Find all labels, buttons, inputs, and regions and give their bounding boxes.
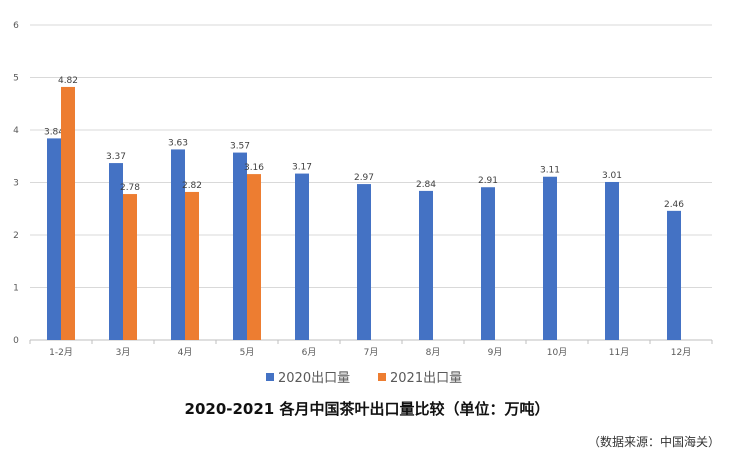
data-label: 3.57 <box>230 142 250 152</box>
bar-2021 <box>123 194 137 340</box>
x-tick-label: 4月 <box>178 347 193 358</box>
legend-swatch <box>266 373 274 381</box>
legend-label: 2021出口量 <box>390 371 462 386</box>
x-tick-label: 8月 <box>426 347 441 358</box>
bar-2020 <box>295 173 309 340</box>
x-tick-label: 6月 <box>302 347 317 358</box>
data-label: 3.11 <box>540 166 560 176</box>
y-tick-label: 0 <box>13 336 19 346</box>
data-label: 3.63 <box>168 138 188 148</box>
y-tick-label: 5 <box>13 74 19 84</box>
data-label: 3.01 <box>602 171 622 181</box>
x-tick-label: 10月 <box>547 347 567 358</box>
bar-2020 <box>357 184 371 340</box>
legend-label: 2020出口量 <box>278 371 350 386</box>
x-tick-label: 12月 <box>671 347 691 358</box>
bar-2020 <box>47 138 61 340</box>
x-tick-label: 1-2月 <box>49 347 73 358</box>
bar-2020 <box>233 152 247 340</box>
y-tick-label: 6 <box>13 21 19 31</box>
x-tick-label: 5月 <box>240 347 255 358</box>
data-label: 2.97 <box>354 173 374 183</box>
bar-2020 <box>667 210 681 340</box>
bar-2020 <box>543 176 557 340</box>
x-tick-label: 9月 <box>488 347 503 358</box>
data-label: 3.17 <box>292 163 312 173</box>
data-label: 3.16 <box>244 163 264 173</box>
y-tick-label: 3 <box>13 179 19 189</box>
data-label: 3.84 <box>44 127 64 137</box>
data-label: 4.82 <box>58 76 78 86</box>
bar-2020 <box>109 163 123 340</box>
x-tick-label: 11月 <box>609 347 629 358</box>
bar-2020 <box>605 181 619 340</box>
data-label: 2.78 <box>120 183 140 193</box>
y-tick-label: 1 <box>13 284 19 294</box>
bar-chart: 0 1 2 3 4 5 6 1-2月 3.84 4.82 3月 3.37 2.78 4月 3.63 2.82 5… <box>13 21 713 386</box>
y-tick-label: 4 <box>13 126 19 136</box>
bar-2020 <box>481 187 495 340</box>
data-label: 2.46 <box>664 200 684 210</box>
y-tick-label: 2 <box>13 231 19 241</box>
bar-2020 <box>171 149 185 340</box>
data-label: 3.37 <box>106 152 126 162</box>
data-label: 2.91 <box>478 176 498 186</box>
bar-2020 <box>419 190 433 340</box>
bar-2021 <box>185 191 199 340</box>
data-label: 2.82 <box>182 181 202 191</box>
data-label: 2.84 <box>416 180 436 190</box>
chart-title: 2020-2021 各月中国茶叶出口量比较（单位：万吨） <box>184 400 550 418</box>
bar-2021 <box>61 86 75 340</box>
legend-swatch <box>378 373 386 381</box>
x-tick-label: 7月 <box>364 347 379 358</box>
bar-2021 <box>247 174 261 340</box>
source-note: （数据来源：中国海关） <box>587 435 720 449</box>
x-tick-label: 3月 <box>116 347 131 358</box>
